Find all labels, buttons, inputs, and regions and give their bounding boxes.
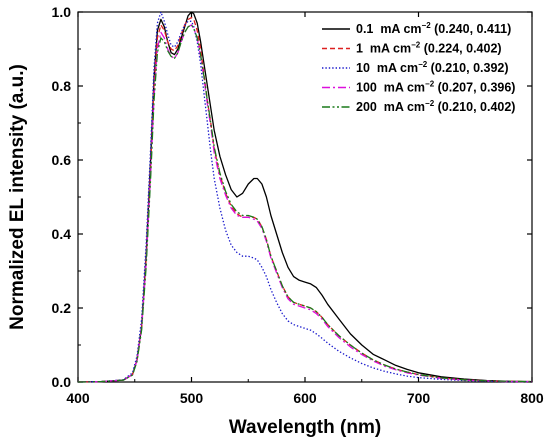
y-axis-title: Normalized EL intensity (a.u.) bbox=[7, 64, 28, 330]
legend-entry: 200 mA cm−2 (0.210, 0.402) bbox=[356, 99, 515, 114]
x-tick-label: 500 bbox=[180, 390, 204, 406]
y-tick-label: 0.2 bbox=[52, 300, 72, 316]
legend-entry: 10 mA cm−2 (0.210, 0.392) bbox=[356, 60, 509, 75]
axis-ticks: 400 500 600 700 800 0.0 0.2 0.4 0.6 0.8 1.0 bbox=[52, 4, 544, 406]
x-tick-label: 600 bbox=[293, 390, 317, 406]
series-line-1 bbox=[77, 11, 533, 383]
y-tick-label: 0.0 bbox=[52, 374, 72, 390]
series-line-3 bbox=[77, 11, 532, 383]
y-tick-label: 0.4 bbox=[52, 226, 72, 242]
series-line-4 bbox=[77, 24, 532, 383]
legend: 0.1 mA cm−2 (0.240, 0.411) 1 mA cm−2 (0.2… bbox=[322, 21, 515, 114]
legend-entry: 1 mA cm−2 (0.224, 0.402) bbox=[356, 41, 502, 56]
y-tick-label: 0.6 bbox=[52, 152, 72, 168]
y-tick-label: 1.0 bbox=[52, 4, 72, 20]
x-axis-title: Wavelength (nm) bbox=[229, 417, 381, 438]
y-tick-label: 0.8 bbox=[52, 78, 72, 94]
legend-entry: 0.1 mA cm−2 (0.240, 0.411) bbox=[356, 21, 511, 36]
legend-entry: 100 mA cm−2 (0.207, 0.396) bbox=[356, 80, 515, 95]
x-tick-label: 400 bbox=[66, 390, 90, 406]
x-tick-label: 800 bbox=[520, 390, 544, 406]
series-line-5 bbox=[77, 24, 533, 383]
series-layer bbox=[77, 11, 533, 383]
x-tick-label: 700 bbox=[407, 390, 431, 406]
